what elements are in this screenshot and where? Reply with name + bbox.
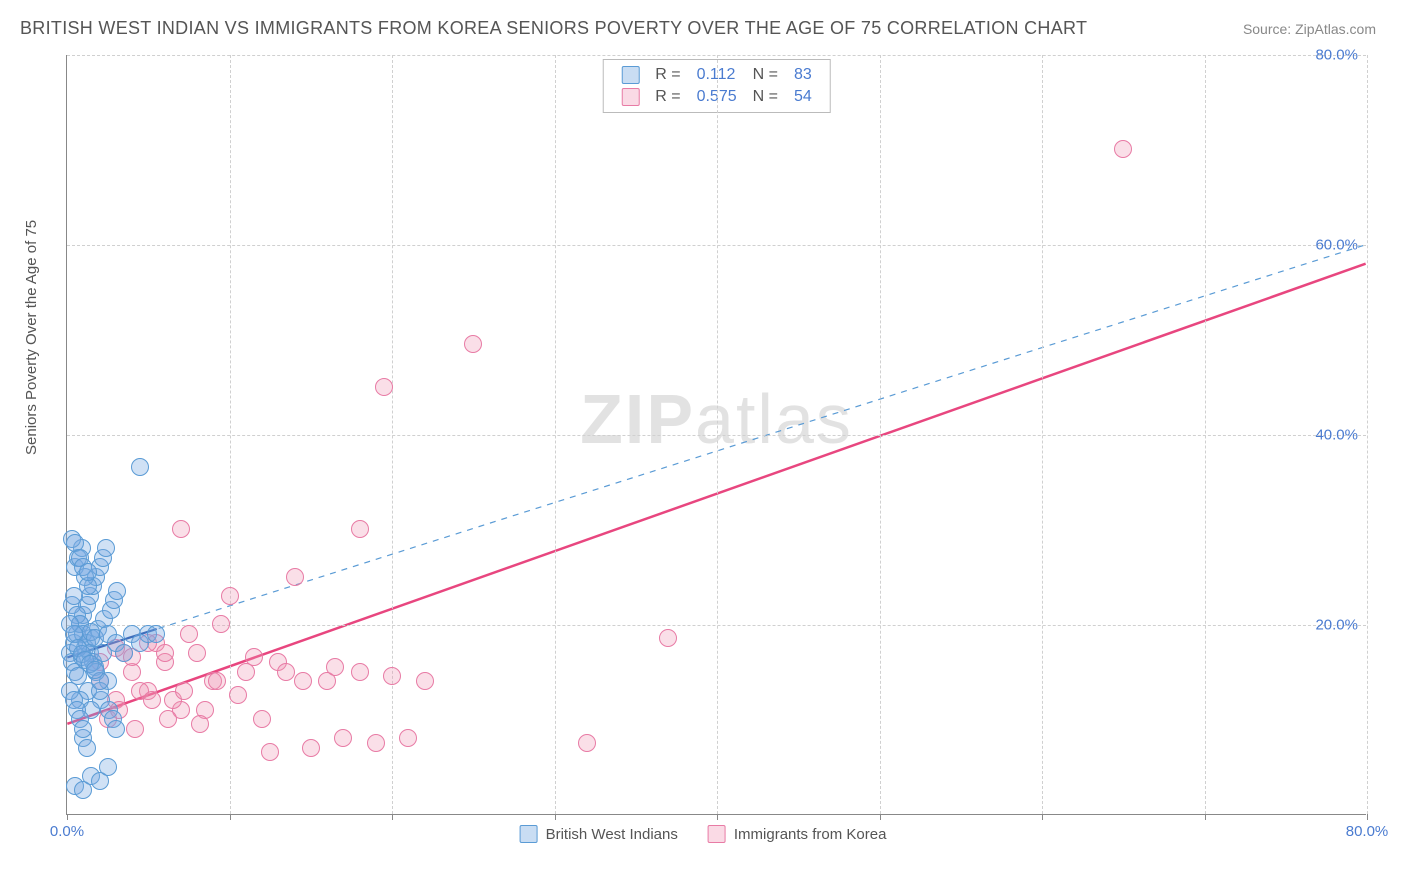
data-point <box>334 729 352 747</box>
data-point <box>126 720 144 738</box>
data-point <box>159 710 177 728</box>
gridline-vertical <box>392 55 393 814</box>
source-attribution: Source: ZipAtlas.com <box>1243 21 1376 37</box>
x-tick-label: 0.0% <box>50 823 84 840</box>
data-point <box>351 663 369 681</box>
data-point <box>108 582 126 600</box>
y-tick-label: 40.0% <box>1315 427 1358 444</box>
data-point <box>375 378 393 396</box>
gridline-vertical <box>717 55 718 814</box>
data-point <box>351 520 369 538</box>
data-point <box>1114 140 1132 158</box>
series-legend: British West Indians Immigrants from Kore… <box>520 825 887 843</box>
data-point <box>221 587 239 605</box>
x-tick-mark <box>67 814 68 820</box>
data-point <box>229 686 247 704</box>
data-point <box>416 672 434 690</box>
x-tick-mark <box>392 814 393 820</box>
data-point <box>212 615 230 633</box>
data-point <box>659 629 677 647</box>
data-point <box>97 539 115 557</box>
data-point <box>326 658 344 676</box>
data-point <box>86 661 104 679</box>
n-value: 83 <box>786 64 820 86</box>
x-tick-mark <box>880 814 881 820</box>
data-point <box>172 520 190 538</box>
data-point <box>294 672 312 690</box>
watermark-bold: ZIP <box>580 380 695 458</box>
data-point <box>143 691 161 709</box>
data-point <box>156 644 174 662</box>
data-point <box>383 667 401 685</box>
legend-swatch-icon <box>621 66 639 84</box>
data-point <box>261 743 279 761</box>
x-tick-mark <box>230 814 231 820</box>
x-tick-mark <box>555 814 556 820</box>
data-point <box>464 335 482 353</box>
legend-item: British West Indians <box>520 825 678 843</box>
gridline-vertical <box>1042 55 1043 814</box>
data-point <box>245 648 263 666</box>
n-value: 54 <box>786 86 820 108</box>
data-point <box>367 734 385 752</box>
x-tick-mark <box>717 814 718 820</box>
data-point <box>147 625 165 643</box>
legend-label: Immigrants from Korea <box>734 826 887 843</box>
chart-container: Seniors Poverty Over the Age of 75 ZIPat… <box>28 55 1378 845</box>
legend-label: British West Indians <box>546 826 678 843</box>
data-point <box>65 587 83 605</box>
data-point <box>107 720 125 738</box>
gridline-vertical <box>1367 55 1368 814</box>
data-point <box>191 715 209 733</box>
data-point <box>99 758 117 776</box>
n-label: N = <box>745 64 786 86</box>
data-point <box>115 644 133 662</box>
gridline-vertical <box>880 55 881 814</box>
x-tick-label: 80.0% <box>1346 823 1389 840</box>
data-point <box>399 729 417 747</box>
r-label: R = <box>647 64 688 86</box>
y-tick-label: 80.0% <box>1315 47 1358 64</box>
watermark-light: atlas <box>695 380 853 458</box>
y-tick-label: 20.0% <box>1315 617 1358 634</box>
legend-swatch-icon <box>520 825 538 843</box>
n-label: N = <box>745 86 786 108</box>
plot-area: ZIPatlas R =0.112N =83R =0.575N =54 20.0… <box>66 55 1366 815</box>
data-point <box>286 568 304 586</box>
legend-swatch-icon <box>621 88 639 106</box>
data-point <box>302 739 320 757</box>
r-label: R = <box>647 86 688 108</box>
data-point <box>131 458 149 476</box>
data-point <box>208 672 226 690</box>
chart-title: BRITISH WEST INDIAN VS IMMIGRANTS FROM K… <box>20 18 1087 39</box>
chart-header: BRITISH WEST INDIAN VS IMMIGRANTS FROM K… <box>0 0 1406 49</box>
data-point <box>253 710 271 728</box>
y-tick-label: 60.0% <box>1315 237 1358 254</box>
y-axis-label: Seniors Poverty Over the Age of 75 <box>23 220 40 455</box>
gridline-vertical <box>1205 55 1206 814</box>
data-point <box>74 720 92 738</box>
x-tick-mark <box>1042 814 1043 820</box>
legend-swatch-icon <box>708 825 726 843</box>
gridline-vertical <box>555 55 556 814</box>
legend-item: Immigrants from Korea <box>708 825 887 843</box>
data-point <box>188 644 206 662</box>
data-point <box>79 563 97 581</box>
data-point <box>180 625 198 643</box>
data-point <box>175 682 193 700</box>
data-point <box>277 663 295 681</box>
data-point <box>578 734 596 752</box>
x-tick-mark <box>1367 814 1368 820</box>
x-tick-mark <box>1205 814 1206 820</box>
data-point <box>78 739 96 757</box>
